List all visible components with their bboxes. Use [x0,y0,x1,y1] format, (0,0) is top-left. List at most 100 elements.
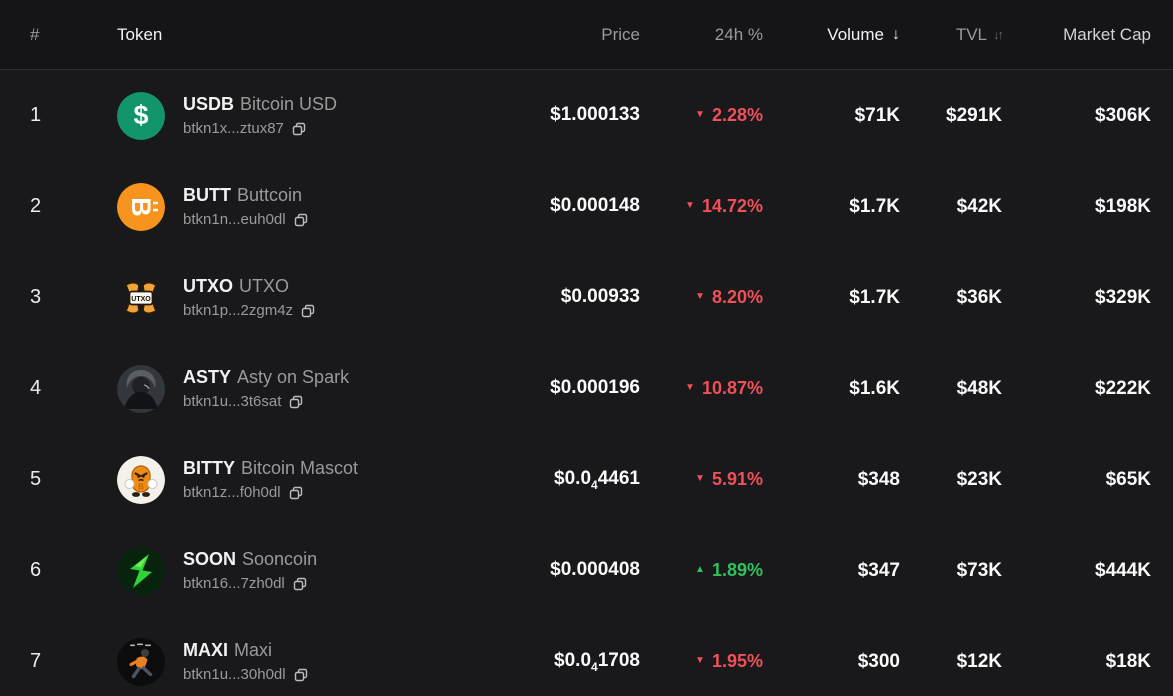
token-tvl: $48K [956,377,1002,399]
token-name: Sooncoin [242,549,318,569]
header-tvl[interactable]: TVL ↓↑ [900,24,1004,45]
header-tvl-label: TVL [955,24,987,44]
table-row[interactable]: 3 UTXO UTXO UTXO btkn1p...2zgm4z [0,252,1173,343]
token-address: btkn1u...30h0dl [183,666,286,683]
token-address: btkn1n...euh0dl [183,211,286,228]
token-volume: $300 [857,650,900,672]
header-price[interactable]: Price [601,24,640,44]
token-rank: 4 [30,377,42,399]
copy-address-icon[interactable] [289,395,303,409]
token-market-cap: $306K [1095,104,1151,126]
token-volume: $348 [857,468,900,490]
header-volume-label: Volume [827,24,884,44]
token-market-cap: $198K [1095,195,1151,217]
token-name: Maxi [234,640,273,660]
token-address: btkn1u...3t6sat [183,393,282,410]
copy-address-icon[interactable] [292,122,306,136]
token-tvl: $36K [956,286,1002,308]
token-name: Asty on Spark [237,367,350,387]
token-24h-change: ▼ 1.95% [695,651,763,671]
maxi-logo [117,637,165,686]
copy-address-icon[interactable] [294,213,308,227]
token-address: btkn16...7zh0dl [183,575,285,592]
copy-address-icon[interactable] [294,668,308,682]
token-rank: 3 [30,286,42,308]
token-volume: $1.7K [849,195,900,217]
token-rank: 5 [30,468,42,490]
token-symbol: BUTT [183,185,231,205]
token-symbol: BITTY [183,458,235,478]
token-symbol: UTXO [183,276,234,296]
utxo-logo: UTXO [117,274,165,322]
token-volume: $1.6K [849,377,900,399]
copy-address-icon[interactable] [289,486,303,500]
token-tvl: $23K [956,468,1002,490]
token-24h-change: ▼ 10.87% [685,378,763,398]
token-24h-change: ▲ 1.89% [695,560,763,580]
token-24h-change: ▼ 5.91% [695,469,763,489]
change-down-icon: ▼ [695,473,705,484]
token-24h-change: ▼ 2.28% [695,105,763,125]
token-price: $0.044461 [554,467,640,492]
change-down-icon: ▼ [695,109,705,120]
token-market-cap: $329K [1095,286,1151,308]
change-down-icon: ▼ [695,291,705,302]
token-symbol: SOON [183,549,237,569]
header-market-cap[interactable]: Market Cap [1063,24,1151,44]
token-name: UTXO [239,276,290,296]
token-tvl: $291K [946,104,1002,126]
token-24h-change: ▼ 8.20% [695,287,763,307]
token-market-cap: $444K [1095,559,1151,581]
token-price: $0.000196 [550,376,640,398]
token-address: btkn1p...2zgm4z [183,302,294,319]
table-row[interactable]: 1 $ USDB Bitcoin USD btkn1x...ztux87 [0,70,1173,161]
token-address: btkn1x...ztux87 [183,120,284,137]
copy-address-icon[interactable] [293,577,307,591]
svg-text:UTXO: UTXO [131,295,151,302]
token-rank: 2 [30,195,42,217]
table-body: 1 $ USDB Bitcoin USD btkn1x...ztux87 [0,70,1173,696]
change-up-icon: ▲ [695,564,705,575]
token-tvl: $42K [956,195,1002,217]
token-price: $0.000408 [550,558,640,580]
token-tvl: $73K [956,559,1002,581]
table-row[interactable]: 5 B BITTY Bitcoin Mascot btkn1z...f0h0dl [0,434,1173,525]
token-price: $1.000133 [550,103,640,125]
sort-toggle-icon: ↓↑ [993,27,1004,42]
usdb-logo: $ [117,91,165,140]
header-24h-change[interactable]: 24h % [714,24,763,44]
svg-text:B: B [138,482,144,491]
token-volume: $347 [857,559,900,581]
header-rank: # [30,24,40,44]
soon-logo [117,546,165,595]
table-row[interactable]: 6 SOON Sooncoin btkn16...7zh0dl [0,525,1173,616]
token-24h-change: ▼ 14.72% [685,196,763,216]
token-price: $0.00933 [560,285,640,307]
table-row[interactable]: 2 B BUTT Buttcoin btkn1n...euh0dl [0,161,1173,252]
token-rank: 1 [30,104,42,126]
token-price: $0.000148 [550,194,640,216]
token-name: Buttcoin [237,185,303,205]
token-volume: $1.7K [849,286,900,308]
svg-text:B: B [126,197,156,217]
change-down-icon: ▼ [685,200,695,211]
token-symbol: USDB [183,94,235,114]
token-name: Bitcoin Mascot [241,458,359,478]
bitty-logo: B [117,455,165,504]
token-rank: 7 [30,650,42,672]
token-address: btkn1z...f0h0dl [183,484,281,501]
asty-logo [117,364,165,413]
header-token: Token [117,24,163,44]
token-volume: $71K [854,104,900,126]
copy-address-icon[interactable] [301,304,315,318]
token-market-cap: $222K [1095,377,1151,399]
table-header: # Token Price 24h % Volume ↓ TVL ↓↑ Mark… [0,0,1173,70]
token-price: $0.041708 [554,649,640,674]
change-down-icon: ▼ [685,382,695,393]
change-down-icon: ▼ [695,655,705,666]
table-row[interactable]: 7 MAXI Maxi btkn1u...30h0dl $0.0 [0,616,1173,696]
token-tvl: $12K [956,650,1002,672]
table-row[interactable]: 4 ASTY Asty on Spark btkn1u...3t6sat [0,343,1173,434]
header-volume[interactable]: Volume ↓ [763,25,900,45]
